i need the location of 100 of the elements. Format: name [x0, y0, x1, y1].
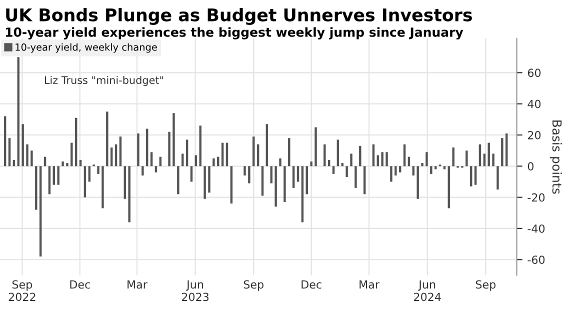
bar [150, 152, 153, 166]
bar [421, 163, 424, 166]
bar [137, 133, 140, 166]
bar [62, 161, 64, 166]
y-tick-label: -20 [528, 193, 545, 202]
bar [266, 124, 268, 166]
bar [128, 166, 130, 222]
x-tick-label: Sep 2022 [8, 280, 36, 302]
bar [314, 127, 317, 166]
bar [194, 155, 198, 166]
legend-label: 10-year yield, weekly change [16, 43, 157, 53]
bar [354, 166, 357, 188]
bar [310, 161, 312, 166]
bar [474, 166, 477, 185]
x-tick-label: Sep [476, 280, 496, 291]
bar [252, 136, 255, 166]
y-tick-label: 0 [528, 162, 534, 171]
bar [26, 144, 28, 166]
bar [22, 124, 24, 166]
bar [284, 166, 286, 202]
bar [48, 166, 51, 194]
y-tick-label: -40 [528, 224, 545, 233]
bar [70, 142, 73, 166]
bar [190, 166, 193, 182]
bar [501, 138, 504, 166]
bar [376, 155, 380, 166]
bar [496, 166, 499, 190]
bar [332, 166, 335, 174]
bar [177, 166, 180, 194]
bar [212, 158, 215, 166]
bar [394, 166, 397, 176]
bar [301, 166, 304, 222]
bar [30, 150, 33, 166]
bar [434, 166, 437, 170]
bar [346, 166, 348, 178]
y-tick-label: -60 [528, 256, 545, 264]
bar [142, 166, 144, 176]
bar [292, 166, 295, 188]
x-tick-label: Dec [302, 280, 322, 289]
bar [270, 166, 272, 184]
chart-title: UK Bonds Plunge as Budget Unnerves Investors [6, 8, 472, 25]
bar [279, 158, 282, 166]
bar [66, 163, 68, 166]
bar [102, 166, 104, 208]
bar [199, 126, 202, 166]
bar [154, 166, 158, 172]
bar [398, 166, 402, 172]
bar [470, 166, 472, 186]
bar [230, 166, 233, 204]
bar [97, 166, 100, 174]
bar [57, 166, 60, 185]
bar [288, 138, 290, 166]
bar [386, 152, 388, 166]
x-tick-label: Jun 2023 [182, 280, 209, 302]
bar [248, 166, 250, 184]
x-tick-label: Jun 2024 [414, 280, 441, 302]
y-axis-title: Basis points [550, 120, 562, 194]
bar [39, 166, 42, 257]
bar [106, 112, 108, 166]
bar [506, 133, 508, 166]
bar [35, 166, 38, 210]
x-tick-label: Sep [244, 280, 264, 291]
y-tick-label: 20 [528, 130, 541, 140]
bar [296, 166, 300, 182]
bar [452, 147, 454, 166]
bar [466, 150, 468, 166]
bar [426, 152, 428, 166]
bar [52, 166, 56, 185]
annotation: Liz Truss "mini-budget" [44, 76, 164, 86]
bar [381, 152, 384, 166]
bar [182, 154, 184, 166]
bar [412, 166, 415, 176]
bar [350, 154, 352, 166]
y-tick-label: 40 [528, 100, 541, 108]
chart-subtitle: 10-year yield experiences the biggest weekly jump since January [6, 27, 464, 40]
bar [492, 154, 494, 166]
bar [172, 113, 175, 166]
bar [186, 140, 188, 166]
bar [17, 57, 20, 166]
bar [443, 166, 446, 170]
bar [359, 146, 362, 166]
bar [119, 136, 122, 166]
x-tick-label: Mar [360, 280, 380, 289]
bar [336, 140, 340, 166]
bar [261, 166, 264, 196]
bar [483, 154, 486, 166]
bar [124, 166, 126, 199]
bar [208, 166, 210, 193]
bar [204, 166, 206, 199]
bar [88, 166, 91, 182]
bar [430, 166, 432, 174]
bar [84, 166, 86, 198]
bar [416, 166, 419, 199]
x-tick-label: Mar [128, 280, 148, 289]
bar [168, 132, 170, 166]
bar [8, 138, 11, 166]
x-tick-label: Dec [70, 280, 90, 289]
bar [363, 166, 366, 194]
bar [274, 166, 277, 207]
bar [306, 166, 308, 194]
